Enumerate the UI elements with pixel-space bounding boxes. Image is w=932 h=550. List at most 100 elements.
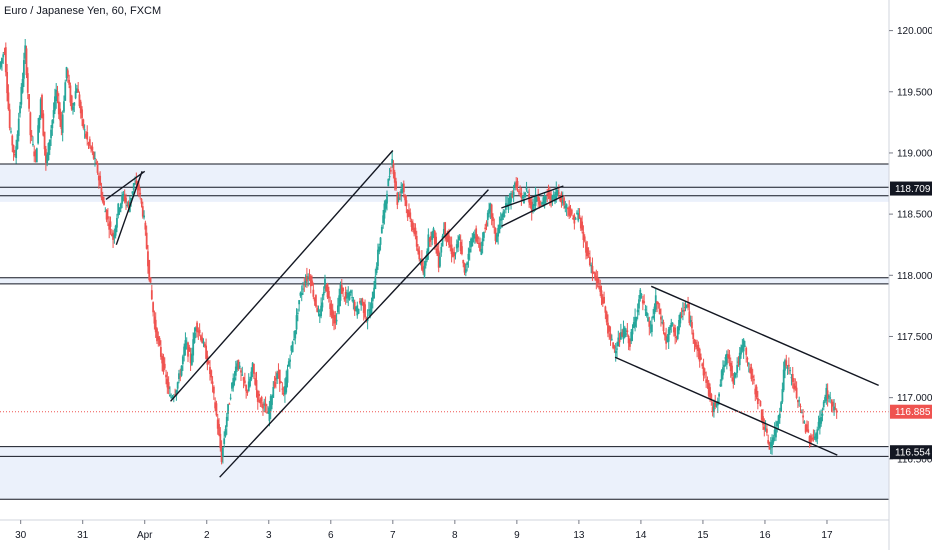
candle-body: [338, 295, 341, 307]
candle-body: [295, 315, 298, 330]
candle-body: [117, 203, 120, 216]
candle-body: [461, 246, 463, 255]
candle-body: [262, 403, 264, 409]
candle-body: [392, 163, 395, 175]
candle-body: [632, 322, 635, 329]
candle-body: [200, 335, 202, 341]
candle-body: [171, 397, 174, 399]
candle-body: [50, 129, 52, 139]
candle-body: [402, 183, 405, 193]
candle-body: [326, 283, 329, 298]
candle-body: [229, 397, 232, 399]
candle-body: [526, 192, 529, 194]
current-price-badge: 116.885: [895, 407, 931, 418]
candle-body: [725, 353, 728, 365]
candle-body: [63, 101, 65, 112]
trendline: [501, 185, 564, 209]
candle-body: [391, 158, 394, 166]
candle-body: [410, 221, 413, 227]
candle-body: [362, 302, 365, 314]
candle-body: [57, 101, 60, 115]
candle-body: [140, 198, 143, 204]
candle-body: [327, 291, 330, 299]
candle-body: [493, 226, 496, 228]
candle-body: [312, 289, 315, 297]
candle-body: [511, 194, 514, 197]
candle-body: [512, 191, 515, 197]
candle-body: [552, 194, 555, 197]
candle-body: [203, 344, 206, 347]
candle-body: [21, 79, 24, 93]
candle-body: [11, 135, 14, 146]
candle-body: [286, 369, 289, 383]
candle-body: [156, 328, 158, 342]
candle-body: [32, 143, 34, 145]
candle-body: [764, 428, 767, 430]
candle-body: [745, 347, 748, 355]
candle-body: [483, 231, 485, 238]
candle-body: [645, 311, 648, 316]
candle-body: [703, 372, 706, 374]
candle-body: [249, 378, 251, 387]
candle-body: [70, 95, 73, 110]
candle-body: [47, 143, 50, 161]
candle-body: [833, 406, 835, 411]
candle-body: [746, 358, 749, 360]
candle-body: [507, 203, 510, 210]
candle-body: [339, 284, 342, 301]
candle-body: [184, 340, 187, 350]
candle-body: [300, 292, 303, 296]
candle-body: [209, 366, 211, 375]
candle-body: [782, 369, 785, 391]
candle-body: [185, 343, 188, 345]
candle-body: [609, 333, 612, 339]
candle-body: [463, 262, 466, 273]
candle-body: [466, 262, 469, 265]
candle-body: [397, 197, 400, 201]
candle-body: [762, 416, 764, 425]
candle-body: [170, 396, 173, 398]
candle-body: [96, 162, 99, 173]
candle-body: [302, 288, 304, 290]
candle-body: [48, 139, 51, 150]
candle-body: [441, 235, 444, 247]
candle-body: [758, 399, 761, 401]
candle-body: [30, 135, 33, 138]
price-tick-label: 120.000: [897, 26, 932, 37]
candle-body: [287, 361, 290, 367]
candle-body: [373, 287, 375, 299]
candle-body: [72, 106, 74, 111]
candle-body: [676, 326, 679, 339]
candle-body: [811, 437, 814, 440]
candle-body: [605, 311, 608, 323]
candle-body: [7, 92, 10, 110]
candle-body: [51, 120, 54, 129]
candle-body: [378, 246, 381, 252]
candle-body: [813, 436, 816, 438]
candle-body: [795, 387, 798, 399]
candle-body: [399, 194, 401, 197]
time-axis[interactable]: 30 31 Apr 2 3 6 7 8 9 13 14 15 16 17: [15, 520, 833, 541]
candle-body: [161, 355, 164, 364]
candle-body: [454, 253, 457, 255]
candle-body: [804, 424, 807, 433]
candle-body: [148, 260, 151, 281]
candle-body: [343, 297, 346, 300]
candle-body: [785, 360, 788, 366]
candle-body: [291, 341, 294, 353]
candle-body: [450, 244, 453, 255]
candle-body: [405, 200, 408, 207]
candle-body: [401, 184, 404, 186]
candle-body: [271, 395, 273, 405]
candle-body: [538, 201, 541, 205]
candle-body: [414, 227, 417, 235]
candle-body: [336, 305, 339, 313]
candle-body: [561, 200, 564, 204]
candle-body: [506, 203, 509, 207]
candle-body: [60, 119, 63, 130]
candle-body: [753, 379, 755, 381]
price-axis[interactable]: 120.000 119.500 119.000 118.500 118.000 117.5…: [889, 26, 932, 465]
candle-body: [228, 403, 231, 405]
candle-body: [826, 390, 829, 399]
